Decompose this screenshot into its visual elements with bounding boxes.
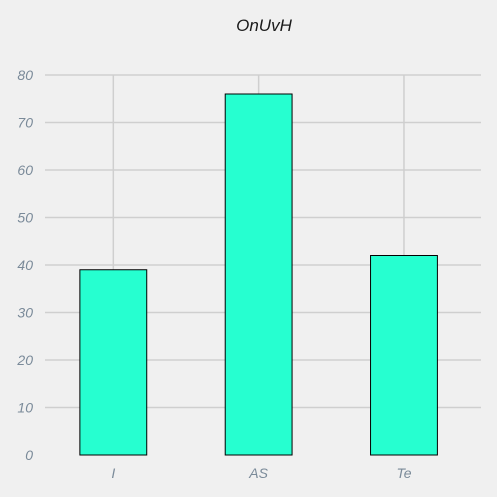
bar <box>79 269 148 456</box>
chart-title: OnUvH <box>236 16 292 35</box>
bar <box>370 255 438 456</box>
bar-layer <box>79 93 438 456</box>
x-tick-label: I <box>111 465 115 481</box>
y-tick-label: 30 <box>17 305 33 321</box>
y-tick-label: 20 <box>16 352 33 368</box>
y-tick-label: 60 <box>17 162 33 178</box>
y-tick-label: 40 <box>17 257 33 273</box>
y-tick-label: 50 <box>17 210 33 226</box>
y-tick-label: 70 <box>17 115 33 131</box>
x-tick-label: AS <box>248 465 268 481</box>
y-tick-label: 10 <box>17 400 33 416</box>
x-tick-label: Te <box>396 465 411 481</box>
bar <box>224 93 293 456</box>
y-tick-label: 80 <box>17 67 33 83</box>
y-tick-labels: 0 10 20 30 40 50 60 70 80 <box>16 67 33 463</box>
x-tick-labels: I AS Te <box>111 465 411 481</box>
y-tick-label: 0 <box>25 447 33 463</box>
